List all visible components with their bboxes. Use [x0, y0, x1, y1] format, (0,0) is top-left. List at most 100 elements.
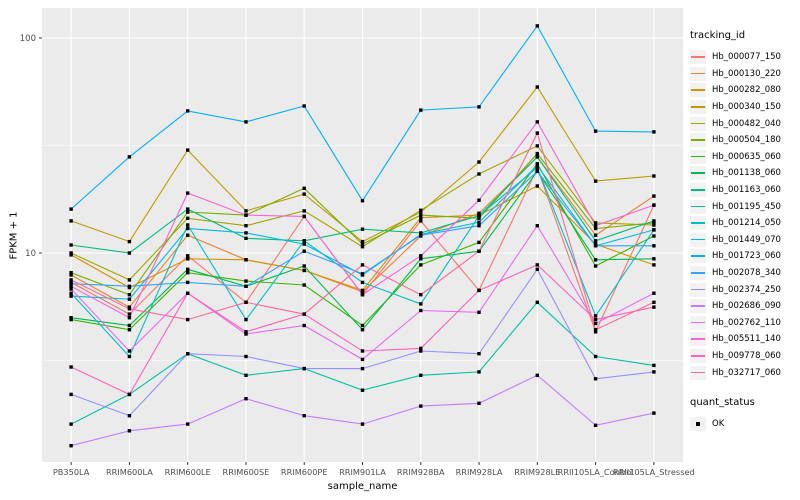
data-point	[652, 234, 656, 238]
data-point	[127, 323, 132, 328]
data-point	[69, 392, 73, 397]
data-point	[69, 317, 73, 322]
data-point	[652, 203, 656, 207]
data-point	[593, 328, 598, 332]
legend-color-line	[691, 255, 705, 258]
data-point	[652, 305, 656, 309]
data-point	[652, 411, 656, 415]
legend-item-Hb_009778_060: Hb_009778_060	[690, 348, 800, 365]
data-point	[302, 192, 306, 196]
data-point	[419, 233, 423, 237]
legend-shape-items: OK	[690, 416, 800, 433]
data-point	[360, 388, 365, 392]
x-tick-label: RRIM600LA	[106, 467, 153, 477]
data-point	[535, 267, 539, 271]
data-point	[360, 357, 365, 362]
data-point	[360, 293, 365, 297]
data-point	[127, 316, 132, 320]
data-point	[535, 163, 539, 168]
data-point	[360, 288, 365, 293]
data-point	[186, 257, 190, 261]
legend-item-Hb_002078_340: Hb_002078_340	[690, 265, 800, 282]
data-point	[186, 210, 190, 214]
legend-key-swatch	[690, 315, 706, 330]
data-point	[360, 272, 365, 276]
legend-item-Hb_000340_150: Hb_000340_150	[690, 99, 800, 116]
data-point	[360, 245, 365, 249]
data-point	[244, 231, 248, 235]
x-tick-label: RRIM928BA	[397, 467, 445, 477]
legend-item-label: Hb_001195_450	[712, 201, 781, 212]
data-point	[593, 330, 598, 334]
data-point	[186, 352, 190, 356]
legend-key-swatch	[690, 183, 706, 198]
data-point	[186, 280, 190, 285]
data-point	[244, 284, 248, 288]
data-point	[652, 194, 656, 198]
legend-color-line	[691, 56, 705, 58]
data-point	[186, 254, 190, 258]
data-point	[477, 401, 481, 405]
y-axis-title: FPKM + 1	[8, 211, 20, 260]
data-point	[477, 249, 481, 253]
data-point	[186, 109, 190, 113]
data-point	[360, 349, 365, 353]
data-point	[652, 291, 656, 295]
data-point	[360, 366, 365, 371]
data-point	[477, 310, 481, 314]
legend-item-label: Hb_001723_060	[712, 251, 781, 262]
legend-color-line	[691, 371, 705, 374]
legend-item-Hb_002374_250: Hb_002374_250	[690, 281, 800, 298]
data-point	[535, 85, 539, 89]
data-point	[652, 228, 656, 232]
data-point	[593, 264, 598, 268]
data-point	[419, 208, 423, 212]
data-point	[186, 422, 190, 426]
y-tick-label: 10	[25, 249, 36, 259]
legend-color-line	[691, 222, 705, 224]
x-tick-label: RRIM600SE	[223, 467, 270, 477]
legend-item-label: Hb_000340_150	[712, 102, 781, 113]
data-point	[69, 243, 73, 247]
legend-item-label: Hb_002078_340	[712, 268, 781, 279]
data-point	[477, 172, 481, 176]
data-point	[593, 377, 598, 381]
legend-item-label: Hb_001449_070	[712, 234, 781, 245]
data-point	[127, 239, 132, 244]
data-point	[127, 293, 132, 297]
legend-color-line	[691, 89, 705, 92]
data-point	[302, 312, 306, 316]
data-point	[593, 179, 598, 183]
legend-item-Hb_000130_220: Hb_000130_220	[690, 66, 800, 83]
data-point	[127, 354, 132, 359]
data-point	[69, 365, 73, 369]
legend-item-label: Hb_000282_080	[712, 85, 781, 96]
data-point	[652, 174, 656, 178]
data-point	[419, 263, 423, 267]
legend-shape-section: quant_status OK	[690, 397, 800, 433]
data-point	[593, 239, 598, 243]
legend-item-Hb_000077_150: Hb_000077_150	[690, 49, 800, 66]
data-point	[477, 105, 481, 109]
legend-item-Hb_002762_110: Hb_002762_110	[690, 315, 800, 332]
data-point	[652, 244, 656, 248]
data-point	[127, 278, 132, 282]
data-point	[535, 24, 539, 28]
data-point	[186, 148, 190, 152]
legend-key-swatch	[690, 266, 706, 281]
data-point	[244, 279, 248, 283]
data-point	[302, 186, 306, 190]
data-point	[127, 251, 132, 255]
data-point	[477, 220, 481, 224]
legend-color-line	[691, 189, 705, 191]
data-point	[360, 199, 365, 203]
legend-key-swatch	[690, 332, 706, 347]
quant-status-point-icon	[696, 422, 700, 427]
legend-key-swatch	[690, 365, 706, 380]
data-point	[302, 214, 306, 219]
x-tick-label: RRIM928LA	[456, 467, 503, 477]
data-point	[69, 253, 73, 257]
data-point	[186, 191, 190, 195]
data-point	[127, 155, 132, 159]
